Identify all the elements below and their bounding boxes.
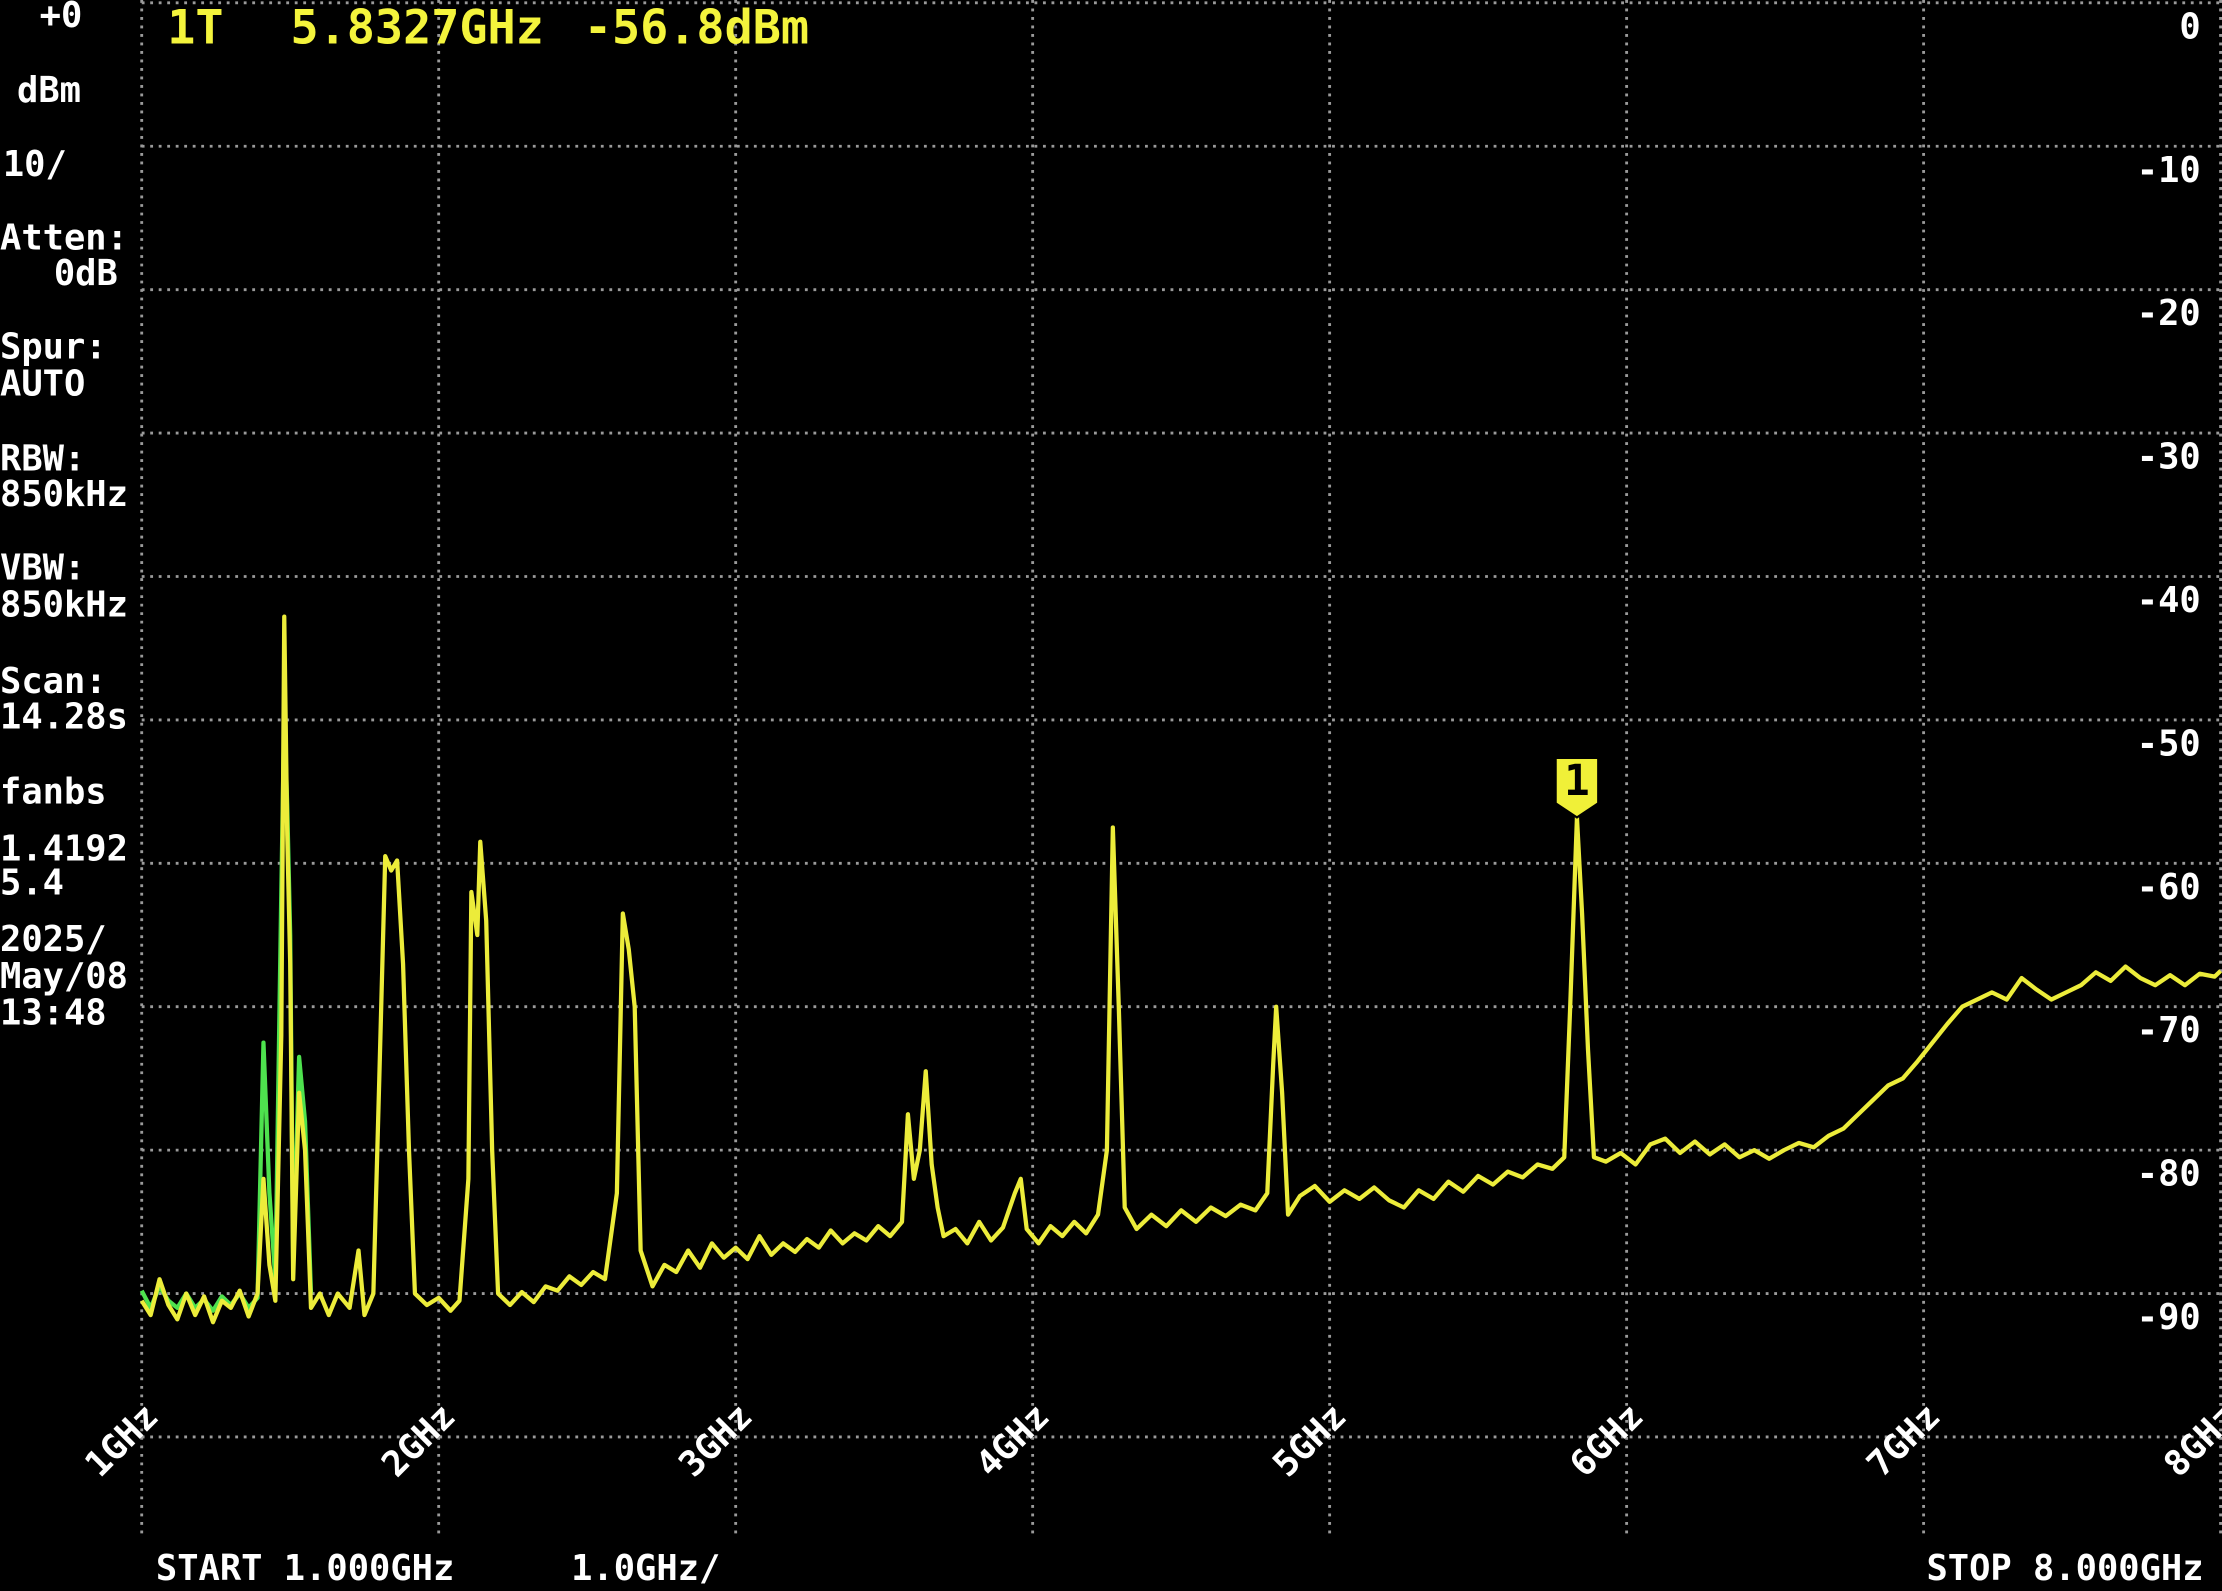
status-label: Spur: xyxy=(0,327,107,368)
marker-level: -56.8dBm xyxy=(584,2,809,56)
y-tick-label: -60 xyxy=(2137,867,2201,908)
status-label: dBm xyxy=(17,70,81,111)
y-tick-label: -30 xyxy=(2137,437,2201,478)
y-tick-label: -50 xyxy=(2137,723,2201,764)
y-tick-label: -90 xyxy=(2137,1297,2201,1338)
trace xyxy=(139,614,2222,1325)
y-tick-label: -80 xyxy=(2137,1154,2201,1195)
span-per-division: 1.0GHz/ xyxy=(571,1548,720,1589)
y-tick-label: -20 xyxy=(2137,293,2201,334)
marker-readout: 1T xyxy=(167,2,223,56)
traces: 1 xyxy=(139,614,2222,1325)
marker-label: 1 xyxy=(1564,757,1590,806)
status-label: 0dB xyxy=(54,253,118,294)
y-tick-label: -70 xyxy=(2137,1010,2201,1051)
stop-frequency: STOP 8.000GHz xyxy=(1926,1548,2203,1589)
status-label: 850kHz xyxy=(0,474,128,515)
marker-frequency: 5.8327GHz xyxy=(291,2,544,56)
status-label: 13:48 xyxy=(0,993,107,1034)
y-tick-label: 0 xyxy=(2179,6,2200,47)
status-label: 1.4192 xyxy=(0,828,128,869)
status-label: 5.4 xyxy=(0,862,64,903)
status-label: fanbs xyxy=(0,772,107,813)
status-label: 10/ xyxy=(3,144,67,185)
status-label: 2025/ xyxy=(0,919,107,960)
y-tick-label: -10 xyxy=(2137,150,2201,191)
status-label: Scan: xyxy=(0,661,107,702)
status-label: VBW: xyxy=(0,548,85,589)
marker-flag xyxy=(1554,756,1600,819)
start-frequency: START 1.000GHz xyxy=(156,1548,454,1589)
status-label: +0 xyxy=(40,0,83,36)
status-label: Atten: xyxy=(0,217,128,258)
status-label: 850kHz xyxy=(0,585,128,626)
status-label: May/08 xyxy=(0,956,128,997)
y-tick-label: -40 xyxy=(2137,580,2201,621)
status-label: AUTO xyxy=(0,363,85,404)
status-label: RBW: xyxy=(0,439,85,480)
grid xyxy=(140,0,2222,1538)
status-label: 14.28s xyxy=(0,696,128,737)
